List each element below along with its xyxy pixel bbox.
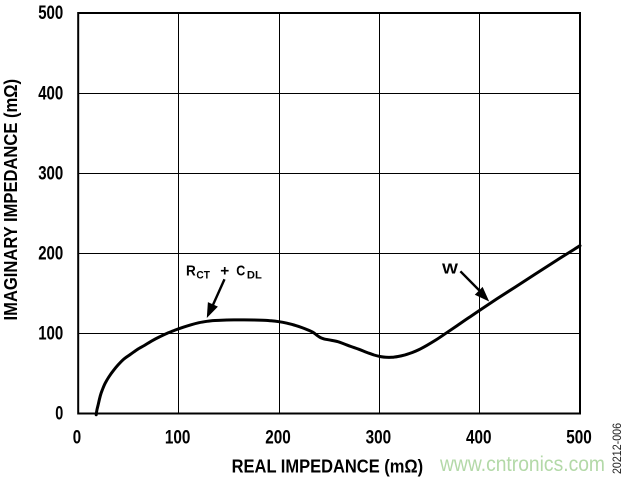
svg-text:500: 500 xyxy=(38,3,63,24)
svg-text:+: + xyxy=(220,262,229,279)
svg-text:20212-006: 20212-006 xyxy=(610,423,624,474)
svg-text:R: R xyxy=(186,262,196,279)
svg-text:400: 400 xyxy=(466,428,492,449)
svg-text:IMAGINARY IMPEDANCE (mΩ): IMAGINARY IMPEDANCE (mΩ) xyxy=(1,79,21,321)
svg-text:0: 0 xyxy=(73,428,81,449)
svg-text:100: 100 xyxy=(38,323,63,344)
svg-text:DL: DL xyxy=(247,269,262,281)
svg-text:200: 200 xyxy=(265,428,291,449)
svg-text:100: 100 xyxy=(165,428,191,449)
svg-text:300: 300 xyxy=(38,163,63,184)
svg-text:400: 400 xyxy=(38,83,63,104)
svg-text:200: 200 xyxy=(38,243,63,264)
svg-text:C: C xyxy=(236,262,245,279)
svg-text:W: W xyxy=(442,260,459,277)
svg-text:CT: CT xyxy=(196,269,210,281)
svg-text:www.cntronics.com: www.cntronics.com xyxy=(439,453,605,476)
svg-text:0: 0 xyxy=(55,404,63,425)
svg-text:500: 500 xyxy=(566,428,592,449)
svg-text:300: 300 xyxy=(366,428,392,449)
svg-text:REAL IMPEDANCE (mΩ): REAL IMPEDANCE (mΩ) xyxy=(232,456,424,476)
